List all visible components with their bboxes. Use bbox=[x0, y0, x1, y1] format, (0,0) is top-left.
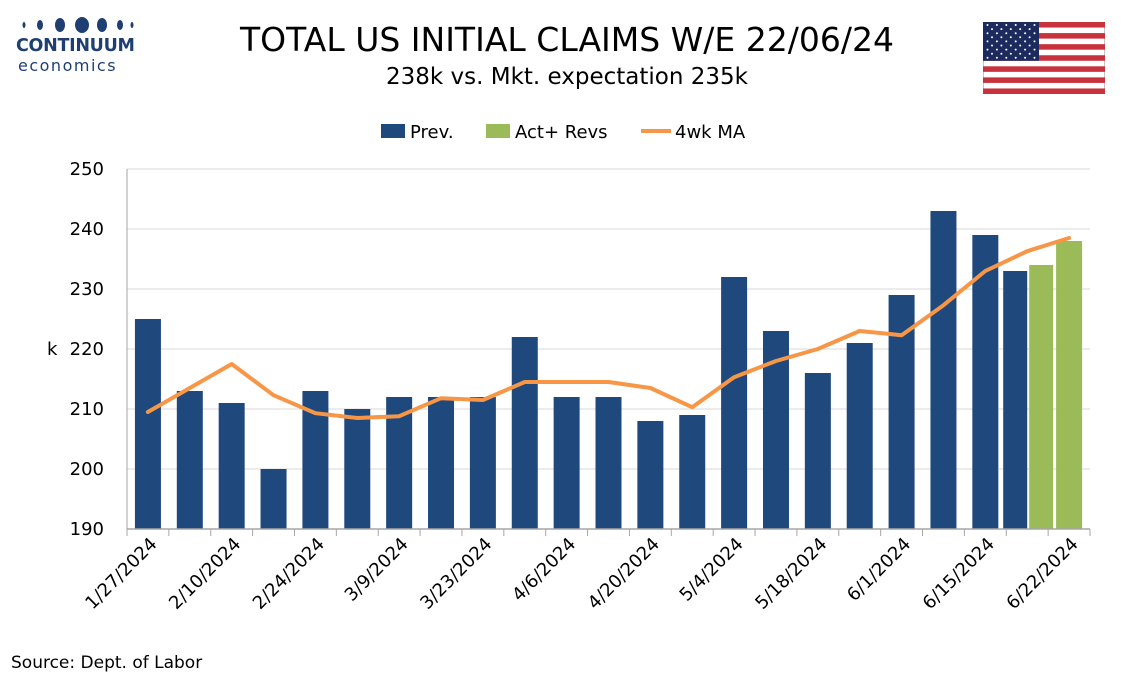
x-tick-label: 6/15/2024 bbox=[919, 534, 999, 614]
bar-prev bbox=[176, 391, 203, 529]
legend-item-prev: Prev. bbox=[381, 122, 454, 143]
bar-prev bbox=[846, 343, 873, 529]
x-tick-label: 4/20/2024 bbox=[584, 534, 664, 614]
bar-act-revs bbox=[1029, 265, 1054, 529]
bar-prev bbox=[679, 415, 706, 529]
logo-subtitle: economics bbox=[18, 56, 118, 75]
x-tick-label: 5/4/2024 bbox=[676, 534, 748, 606]
legend-swatch bbox=[486, 124, 510, 138]
chart-title: TOTAL US INITIAL CLAIMS W/E 22/06/24 bbox=[240, 20, 894, 59]
bar-prev bbox=[721, 277, 748, 529]
bar-prev bbox=[972, 235, 999, 529]
us-flag-icon bbox=[983, 22, 1105, 94]
x-tick-label: 6/1/2024 bbox=[843, 534, 915, 606]
logo-dots-icon bbox=[22, 17, 134, 33]
continuum-logo: CONTINUUM economics bbox=[12, 14, 137, 76]
logo-name: CONTINUUM bbox=[16, 36, 135, 56]
bar-prev bbox=[553, 397, 580, 529]
bar-prev bbox=[428, 397, 455, 529]
ma-4wk-line bbox=[145, 236, 1072, 420]
y-axis-label: k bbox=[47, 339, 58, 360]
y-axis: 190 200 210 220 230 240 250 k bbox=[47, 159, 104, 540]
bar-prev bbox=[595, 397, 622, 529]
x-tick-label: 5/18/2024 bbox=[751, 534, 831, 614]
bar-prev bbox=[344, 409, 371, 529]
legend-swatch bbox=[381, 124, 405, 138]
legend-label: 4wk MA bbox=[675, 122, 746, 143]
y-tick-label: 200 bbox=[70, 459, 104, 480]
y-tick-label: 230 bbox=[70, 279, 104, 300]
bar-prev bbox=[218, 403, 245, 529]
x-tick-label: 2/10/2024 bbox=[165, 534, 245, 614]
y-tick-label: 190 bbox=[70, 519, 104, 540]
legend-label: Act+ Revs bbox=[515, 122, 608, 143]
legend-label: Prev. bbox=[410, 122, 454, 143]
bar-prev bbox=[637, 421, 664, 529]
y-tick-label: 210 bbox=[70, 399, 104, 420]
bar-prev bbox=[134, 319, 161, 529]
chart-subtitle: 238k vs. Mkt. expectation 235k bbox=[385, 64, 748, 90]
x-tick-label: 6/22/2024 bbox=[1002, 534, 1082, 614]
y-tick-label: 220 bbox=[70, 339, 104, 360]
x-tick-label: 2/24/2024 bbox=[249, 534, 329, 614]
bar-prev bbox=[511, 337, 538, 529]
gridlines bbox=[127, 168, 1090, 470]
legend-item-act-revs: Act+ Revs bbox=[486, 122, 608, 143]
bar-prev bbox=[930, 211, 957, 529]
x-tick-label: 4/6/2024 bbox=[508, 534, 580, 606]
x-tick-label: 3/9/2024 bbox=[341, 534, 413, 606]
bars bbox=[134, 211, 1083, 529]
x-tick-label: 1/27/2024 bbox=[81, 534, 161, 614]
y-tick-label: 250 bbox=[70, 159, 104, 180]
bar-prev bbox=[469, 397, 496, 529]
legend: Prev. Act+ Revs 4wk MA bbox=[381, 122, 746, 143]
bar-prev bbox=[260, 469, 287, 529]
x-tick-label: 3/23/2024 bbox=[416, 534, 496, 614]
bar-prev bbox=[804, 373, 831, 529]
bar-act-revs bbox=[1056, 241, 1083, 529]
legend-item-4wk-ma: 4wk MA bbox=[641, 122, 746, 143]
source-note: Source: Dept. of Labor bbox=[11, 653, 203, 673]
bar-prev bbox=[386, 397, 413, 529]
y-tick-label: 240 bbox=[70, 219, 104, 240]
bar-prev bbox=[1003, 271, 1028, 529]
ma-line-group bbox=[145, 236, 1072, 420]
